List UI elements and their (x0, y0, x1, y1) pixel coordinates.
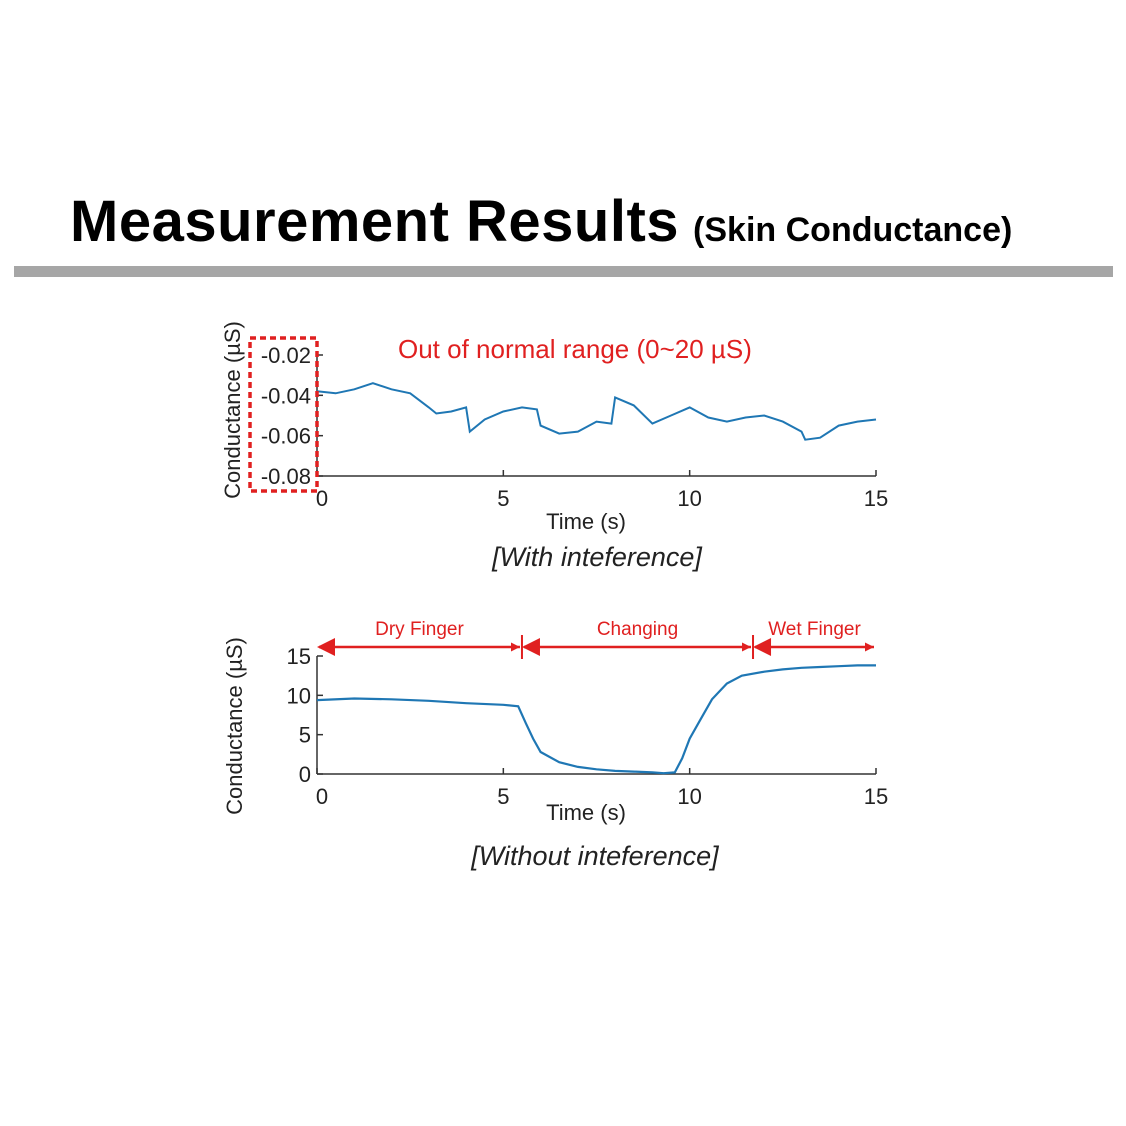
chart2-xtick-label: 15 (864, 784, 888, 809)
chart1-ytick-label: -0.06 (261, 424, 311, 449)
chart-without-interference: Conductance (µS) 0 5 10 15 15 10 5 0 Dry Finger… (222, 619, 888, 871)
chart2-ytick-label: 15 (287, 644, 311, 669)
chart1-annotation: Out of normal range (0~20 µS) (398, 334, 752, 364)
region-label: Dry Finger (375, 619, 464, 640)
chart1-xtick-label: 10 (677, 486, 701, 511)
out-of-range-highlight-box (248, 336, 319, 493)
chart1-ytick-label: -0.08 (261, 464, 311, 489)
chart1-xtick-label: 0 (316, 486, 328, 511)
title-subtitle: (Skin Conductance) (693, 211, 1013, 249)
region-label: Wet Finger (768, 619, 861, 640)
chart1-ytick-label: -0.02 (261, 343, 311, 368)
chart2-caption: [Without inteference] (470, 841, 720, 871)
region-arrow-left (521, 638, 540, 656)
region-wet-finger: Wet Finger (752, 619, 874, 659)
region-arrow-left (753, 638, 772, 656)
chart2-xtick-label: 10 (677, 784, 701, 809)
chart1-series-line (316, 382, 877, 441)
chart2-ylabel: Conductance (µS) (222, 637, 247, 815)
region-changing: Changing (520, 619, 752, 659)
title-divider (14, 266, 1113, 277)
chart2-xtick-label: 5 (497, 784, 509, 809)
region-arrow-left (317, 638, 335, 656)
chart-with-interference: Conductance (µS) 0 5 10 15 -0.02 -0.04 -0.06 -0… (220, 321, 888, 572)
chart1-ytick-label: -0.04 (261, 383, 311, 408)
chart1-xlabel: Time (s) (546, 509, 626, 534)
chart1-caption: [With inteference] (491, 542, 703, 572)
chart1-xtick-label: 5 (497, 486, 509, 511)
region-dry-finger: Dry Finger (317, 619, 520, 656)
chart1-ylabel: Conductance (µS) (220, 321, 245, 499)
region-label: Changing (597, 619, 678, 640)
chart2-ytick-label: 10 (287, 683, 311, 708)
chart2-xtick-label: 0 (316, 784, 328, 809)
title-main: Measurement Results (70, 189, 680, 254)
chart2-ytick-label: 0 (299, 762, 311, 787)
chart2-series-line (316, 664, 876, 775)
slide-title: Measurement Results (Skin Conductance) (70, 188, 1012, 255)
chart2-xlabel: Time (s) (546, 800, 626, 825)
chart1-xtick-label: 15 (864, 486, 888, 511)
chart2-ytick-label: 5 (299, 723, 311, 748)
